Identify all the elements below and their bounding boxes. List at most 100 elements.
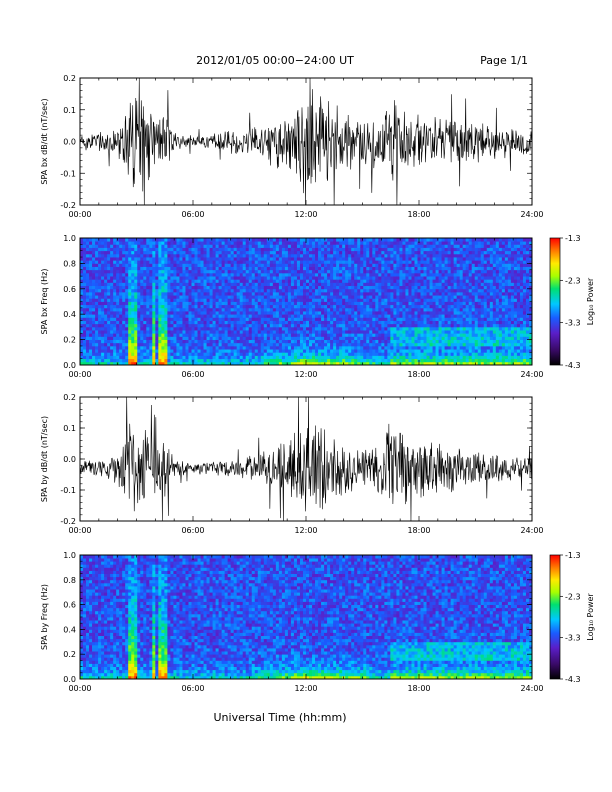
heatmap-cell [224, 314, 229, 318]
heatmap-cell [399, 358, 403, 363]
heatmap-cell [179, 250, 183, 255]
heatmap-cell [387, 298, 391, 302]
heatmap-cell [435, 323, 439, 328]
heatmap-cell [98, 241, 102, 245]
heatmap-cell [134, 279, 138, 283]
heatmap-cell [417, 342, 421, 347]
heatmap-cell [251, 282, 256, 287]
heatmap-cell [293, 355, 298, 360]
heatmap-cell [248, 238, 253, 242]
heatmap-cell [176, 314, 180, 318]
heatmap-cell [333, 336, 337, 340]
heatmap-cell [342, 257, 346, 261]
heatmap-cell [149, 276, 153, 280]
heatmap-cell [83, 285, 87, 290]
heatmap-cell [284, 295, 289, 299]
heatmap-cell [233, 269, 238, 274]
heatmap-cell [330, 326, 334, 331]
heatmap-cell [227, 288, 232, 293]
heatmap-cell [95, 269, 99, 274]
heatmap-cell [284, 345, 289, 350]
heatmap-cell [438, 263, 442, 267]
heatmap-cell [402, 358, 406, 363]
heatmap-cell [227, 317, 232, 321]
heatmap-cell [212, 247, 216, 252]
heatmap-cell [302, 266, 307, 271]
heatmap-cell [245, 285, 250, 290]
heatmap-cell [215, 355, 220, 360]
heatmap-cell [438, 241, 442, 245]
heatmap-cell [101, 314, 105, 318]
heatmap-cell [83, 295, 87, 299]
heatmap-cell [248, 320, 253, 325]
heatmap-cell [248, 257, 253, 261]
heatmap-cell [161, 247, 165, 252]
heatmap-cell [366, 358, 370, 363]
heatmap-cell [203, 317, 207, 321]
heatmap-cell [140, 361, 144, 366]
heatmap-cell [164, 314, 168, 318]
heatmap-cell [263, 247, 268, 252]
heatmap-cell [182, 253, 186, 258]
heatmap-cell [366, 323, 370, 328]
heatmap-cell [167, 253, 171, 258]
heatmap-cell [203, 342, 207, 347]
heatmap-cell [390, 282, 394, 287]
heatmap-cell [414, 253, 418, 258]
heatmap-cell [405, 269, 409, 274]
heatmap-cell [176, 361, 180, 366]
heatmap-cell [92, 298, 96, 302]
heatmap-cell [182, 345, 186, 350]
heatmap-cell [333, 257, 337, 261]
heatmap-cell [197, 333, 201, 337]
heatmap-cell [179, 291, 183, 296]
heatmap-cell [402, 349, 406, 353]
heatmap-cell [173, 247, 177, 252]
heatmap-cell [263, 238, 268, 242]
heatmap-cell [137, 326, 141, 331]
heatmap-cell [348, 269, 352, 274]
heatmap-cell [444, 285, 449, 290]
heatmap-cell [381, 244, 385, 248]
heatmap-cell [185, 238, 189, 242]
heatmap-cell [441, 244, 446, 248]
heatmap-cell [173, 269, 177, 274]
heatmap-cell [287, 320, 292, 325]
heatmap-cell [351, 361, 355, 366]
heatmap-cell [408, 260, 412, 264]
heatmap-cell [119, 253, 123, 258]
heatmap-cell [242, 326, 247, 331]
heatmap-cell [194, 263, 198, 267]
heatmap-cell [89, 307, 93, 312]
heatmap-cell [215, 314, 220, 318]
heatmap-cell [327, 314, 331, 318]
heatmap-cell [378, 333, 382, 337]
heatmap-cell [306, 336, 310, 340]
heatmap-cell [281, 266, 286, 271]
heatmap-cell [173, 336, 177, 340]
heatmap-cell [197, 330, 201, 334]
heatmap-cell [290, 244, 295, 248]
heatmap-cell [354, 339, 358, 344]
heatmap-cell [402, 311, 406, 315]
heatmap-cell [351, 333, 355, 337]
heatmap-cell [426, 257, 430, 261]
heatmap-cell [420, 285, 424, 290]
heatmap-cell [149, 345, 153, 350]
heatmap-cell [227, 323, 232, 328]
heatmap-cell [417, 269, 421, 274]
heatmap-cell [173, 311, 177, 315]
heatmap-cell [312, 263, 316, 267]
heatmap-cell [173, 358, 177, 363]
heatmap-cell [191, 276, 195, 280]
heatmap-cell [233, 247, 238, 252]
heatmap-cell [194, 288, 198, 293]
heatmap-cell [107, 285, 111, 290]
heatmap-cell [248, 330, 253, 334]
heatmap-cell [444, 314, 449, 318]
heatmap-cell [230, 323, 235, 328]
heatmap-cell [417, 250, 421, 255]
heatmap-cell [206, 307, 210, 312]
heatmap-cell [432, 291, 436, 296]
heatmap-cell [137, 282, 141, 287]
